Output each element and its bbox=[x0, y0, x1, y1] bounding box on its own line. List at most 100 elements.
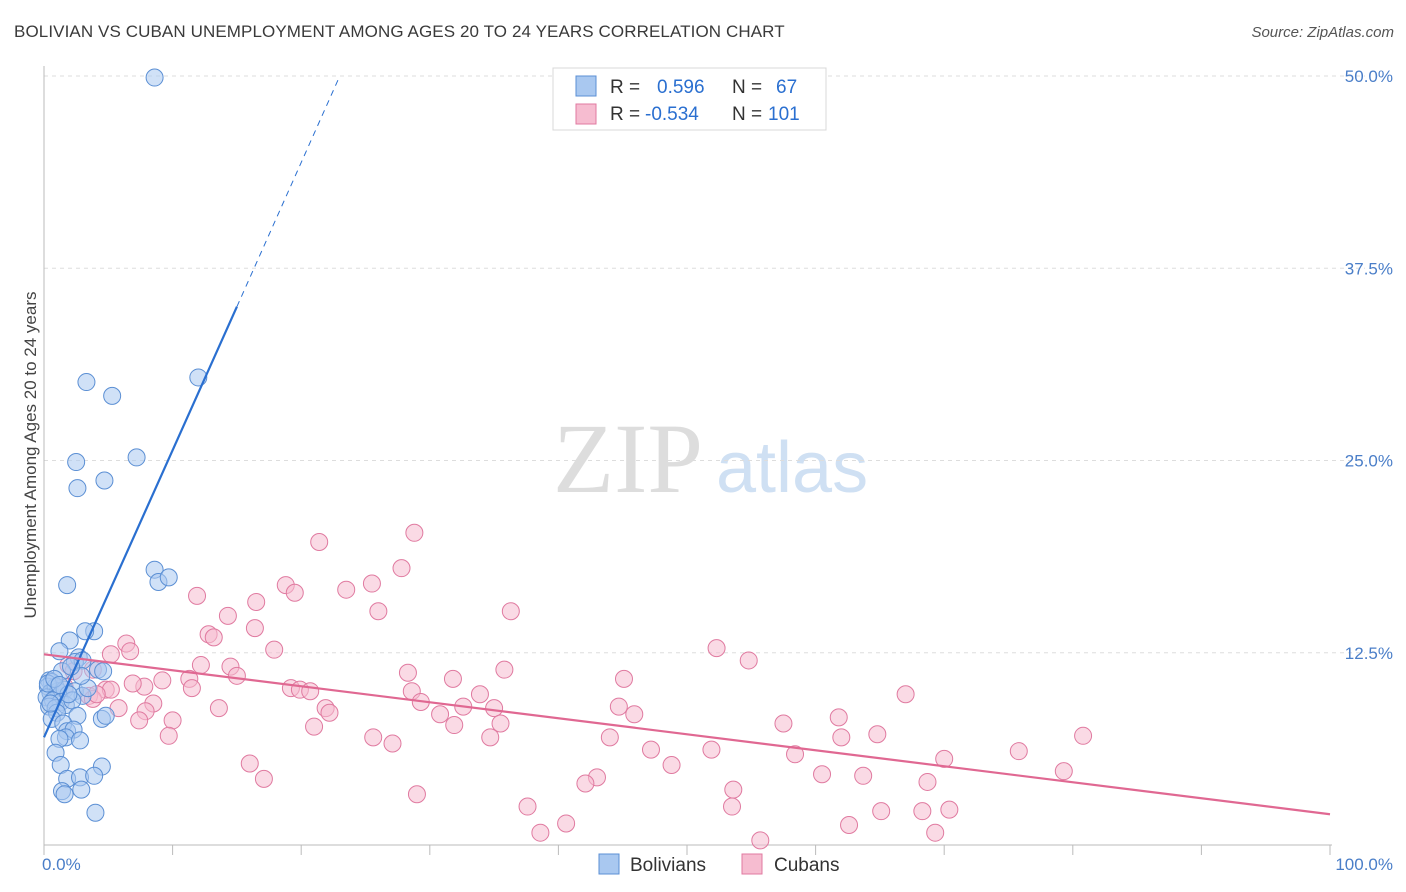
cubans-point-84 bbox=[1054, 762, 1073, 781]
cubans-point-31 bbox=[153, 671, 172, 690]
bolivians-point-55 bbox=[85, 766, 104, 785]
source-label: Source: ZipAtlas.com bbox=[1251, 24, 1394, 41]
cubans-point-68 bbox=[600, 728, 619, 747]
cubans-point-47 bbox=[209, 699, 228, 718]
cubans-point-14 bbox=[204, 628, 223, 647]
bolivians-point-6 bbox=[95, 471, 114, 490]
x-tick-label-0: 0.0% bbox=[42, 855, 81, 874]
bolivians-point-48 bbox=[71, 731, 90, 750]
bottom-legend-swatch-bolivians bbox=[598, 853, 620, 875]
legend-box bbox=[552, 67, 827, 131]
cubans-point-20 bbox=[739, 651, 758, 670]
bolivians-point-59 bbox=[86, 803, 105, 822]
bolivians-points bbox=[37, 68, 208, 822]
chart-title: BOLIVIAN VS CUBAN UNEMPLOYMENT AMONG AGE… bbox=[14, 22, 785, 41]
cubans-point-57 bbox=[829, 708, 848, 727]
gridlines bbox=[44, 75, 1365, 654]
cubans-point-1 bbox=[310, 533, 329, 552]
x-tick-label-1: 100.0% bbox=[1335, 855, 1393, 874]
cubans-point-7 bbox=[188, 586, 207, 605]
legend-n-label-2: N = bbox=[732, 104, 762, 125]
cubans-point-64 bbox=[159, 726, 178, 745]
cubans-point-66 bbox=[383, 734, 402, 753]
cubans-point-6 bbox=[285, 583, 304, 602]
legend-n-value-2: 101 bbox=[768, 104, 800, 125]
cubans-point-8 bbox=[247, 592, 266, 611]
cubans-point-54 bbox=[609, 697, 628, 716]
trend-lines bbox=[42, 75, 1331, 816]
cubans-point-17 bbox=[121, 642, 140, 661]
bolivians-point-2 bbox=[103, 386, 122, 405]
cubans-point-11 bbox=[218, 606, 237, 625]
cubans-point-40 bbox=[301, 682, 320, 701]
cubans-point-51 bbox=[320, 703, 339, 722]
cubans-point-87 bbox=[407, 785, 426, 804]
cubans-point-88 bbox=[518, 797, 537, 816]
bolivians-trend-line bbox=[42, 306, 238, 738]
cubans-point-59 bbox=[163, 711, 182, 730]
bolivians-point-4 bbox=[67, 453, 86, 472]
legend-n-label-1: N = bbox=[732, 77, 762, 98]
cubans-point-93 bbox=[557, 814, 576, 833]
bolivians-point-5 bbox=[68, 479, 87, 498]
cubans-point-27 bbox=[495, 660, 514, 679]
cubans-point-82 bbox=[854, 766, 873, 785]
cubans-point-10 bbox=[501, 602, 520, 621]
legend-swatch-cubans bbox=[575, 103, 597, 125]
cubans-point-97 bbox=[751, 831, 770, 850]
cubans-point-55 bbox=[625, 705, 644, 724]
series-legend: Bolivians Cubans bbox=[598, 853, 840, 876]
cubans-point-56 bbox=[431, 705, 450, 724]
y-tick-label-2: 37.5% bbox=[1345, 259, 1393, 278]
cubans-point-74 bbox=[786, 745, 805, 764]
legend-swatch-bolivians bbox=[575, 75, 597, 97]
cubans-point-62 bbox=[774, 714, 793, 733]
cubans-point-90 bbox=[872, 802, 891, 821]
cubans-point-91 bbox=[913, 802, 932, 821]
cubans-points bbox=[55, 523, 1093, 850]
cubans-point-85 bbox=[576, 774, 595, 793]
cubans-point-76 bbox=[935, 749, 954, 768]
bolivians-point-66 bbox=[62, 657, 81, 676]
bolivians-point-8 bbox=[58, 576, 77, 595]
legend-r-value-1: 0.596 bbox=[657, 77, 705, 98]
cubans-point-94 bbox=[840, 816, 859, 835]
cubans-trend-line bbox=[43, 653, 1331, 816]
watermark-atlas: atlas bbox=[716, 428, 868, 508]
cubans-point-96 bbox=[926, 823, 945, 842]
cubans-point-23 bbox=[227, 666, 246, 685]
cubans-point-89 bbox=[723, 797, 742, 816]
cubans-point-42 bbox=[470, 685, 489, 704]
cubans-point-99 bbox=[182, 679, 201, 698]
y-tick-label-0: 12.5% bbox=[1345, 644, 1393, 663]
bolivians-point-1 bbox=[77, 373, 96, 392]
tick-labels: 12.5% 25.0% 37.5% 50.0% 0.0% 100.0% bbox=[42, 67, 1393, 874]
bottom-legend-bolivians: Bolivians bbox=[630, 855, 706, 876]
cubans-point-70 bbox=[868, 725, 887, 744]
bolivians-point-58 bbox=[72, 780, 91, 799]
cubans-point-12 bbox=[245, 619, 264, 638]
bolivians-trend-extension bbox=[236, 75, 341, 307]
cubans-point-78 bbox=[662, 756, 681, 775]
cubans-point-92 bbox=[940, 800, 959, 819]
correlation-legend: R = 0.596 N = 67 R = -0.534 N = 101 bbox=[552, 67, 827, 131]
cubans-point-69 bbox=[832, 728, 851, 747]
cubans-point-73 bbox=[702, 740, 721, 759]
cubans-point-65 bbox=[364, 728, 383, 747]
cubans-point-79 bbox=[254, 769, 273, 788]
cubans-point-72 bbox=[641, 740, 660, 759]
cubans-point-36 bbox=[123, 674, 142, 693]
cubans-point-30 bbox=[614, 669, 633, 688]
cubans-point-0 bbox=[405, 523, 424, 542]
cubans-point-29 bbox=[443, 669, 462, 688]
bolivians-point-43 bbox=[96, 706, 115, 725]
watermark-zip: ZIP bbox=[553, 403, 703, 514]
y-axis-label: Unemployment Among Ages 20 to 24 years bbox=[21, 292, 40, 619]
bolivians-point-57 bbox=[55, 785, 74, 804]
legend-r-label-1: R = bbox=[610, 77, 640, 98]
cubans-point-61 bbox=[491, 714, 510, 733]
cubans-point-60 bbox=[445, 716, 464, 735]
bottom-legend-cubans: Cubans bbox=[774, 855, 840, 876]
cubans-point-83 bbox=[918, 772, 937, 791]
